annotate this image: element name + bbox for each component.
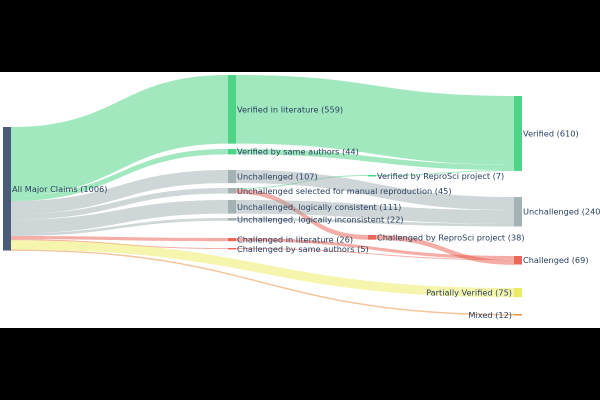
link-all-to-ver_auth [11, 149, 228, 202]
node-ch_auth [228, 248, 236, 250]
link-ch_auth-to-challenged [236, 248, 514, 261]
node-unch [228, 170, 236, 184]
node-ver_auth [228, 149, 236, 155]
link-unch_sel-to-ch_repro [236, 189, 368, 240]
link-all-to-ch_auth [11, 239, 228, 249]
node-label-unchallenged: Unchallenged (240) [523, 207, 600, 217]
link-unch_cons-to-unchallenged [236, 200, 514, 224]
node-label-verified: Verified (610) [523, 128, 579, 138]
node-label-unch_incons: Unchallenged, logically inconsistent (22… [237, 214, 404, 224]
node-label-ver_repro: Verified by ReproSci project (7) [377, 171, 504, 181]
node-label-unch_cons: Unchallenged, logically consistent (111) [237, 202, 401, 212]
link-all-to-mixed [11, 249, 514, 316]
node-verified [514, 96, 522, 171]
link-unch_incons-to-unchallenged [236, 218, 514, 227]
node-ver_repro [368, 175, 376, 177]
node-challenged [514, 256, 522, 265]
sankey-labels: All Major Claims (1006) Verified in liter… [12, 104, 600, 319]
sankey-nodes [3, 75, 522, 316]
link-all-to-unch [11, 170, 228, 215]
node-label-ver_lit: Verified in literature (559) [237, 104, 343, 114]
link-ver_auth-to-verified [236, 149, 514, 171]
link-ch_lit-to-challenged [236, 238, 514, 260]
sankey-diagram: All Major Claims (1006) Verified in liter… [3, 75, 600, 320]
node-mixed [514, 314, 522, 316]
node-all [3, 127, 11, 251]
node-unch_incons [228, 218, 236, 221]
link-ch_repro-to-challenged [376, 235, 514, 265]
node-label-partial: Partially Verified (75) [426, 288, 512, 298]
node-ch_lit [228, 238, 236, 242]
node-label-mixed: Mixed (12) [468, 310, 512, 320]
node-partial [514, 288, 522, 298]
link-unch_sel-to-ver_repro [236, 175, 368, 189]
link-all-to-unch_cons [11, 200, 228, 234]
node-label-all: All Major Claims (1006) [12, 184, 107, 194]
link-all-to-partial [11, 240, 514, 298]
link-all-to-ver_lit [11, 75, 228, 196]
node-ch_repro [368, 235, 376, 240]
node-label-ver_auth: Verified by same authors (44) [237, 147, 359, 157]
node-unch_cons [228, 200, 236, 214]
node-label-unch: Unchallenged (107) [237, 172, 318, 182]
node-label-unch_sel: Unchallenged selected for manual reprodu… [237, 186, 452, 196]
node-unch_sel [228, 188, 236, 194]
node-ver_lit [228, 75, 236, 144]
node-label-ch_auth: Challenged by same authors (5) [237, 244, 369, 254]
link-all-to-ch_lit [11, 236, 228, 242]
node-label-ch_repro: Challenged by ReproSci project (38) [377, 232, 525, 242]
sankey-plot-area: All Major Claims (1006) Verified in liter… [0, 72, 600, 328]
link-unch-to-unchallenged [236, 170, 514, 211]
node-unchallenged [514, 197, 522, 227]
link-ver_repro-to-verified [376, 170, 514, 176]
node-label-challenged: Challenged (69) [523, 255, 589, 265]
link-all-to-unch_incons [11, 218, 228, 237]
sankey-links [11, 75, 514, 316]
node-label-ch_lit: Challenged in literature (26) [237, 235, 353, 245]
link-ver_lit-to-verified [236, 75, 514, 165]
link-all-to-unch_sel [11, 188, 228, 220]
